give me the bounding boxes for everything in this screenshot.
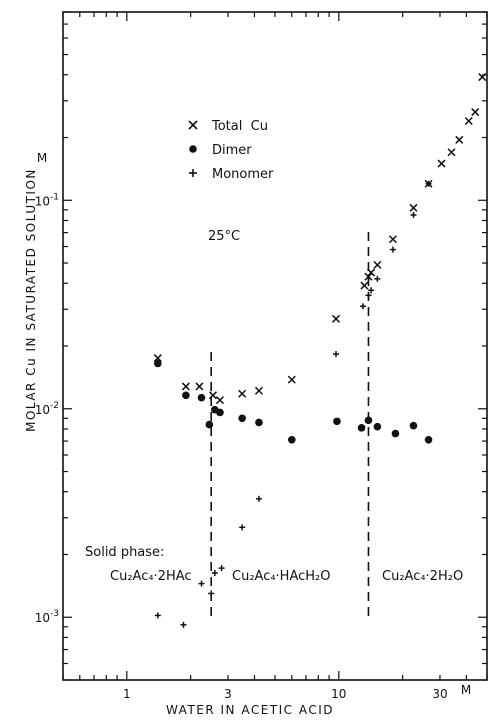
point-monomer — [359, 303, 366, 310]
point-total-cu — [195, 382, 204, 391]
legend-marker-dimer — [189, 145, 197, 153]
point-total-cu — [455, 135, 464, 144]
phase-title: Solid phase: — [85, 545, 164, 560]
phase-boundaries — [210, 232, 370, 622]
point-dimer — [182, 391, 190, 400]
y-tick-label: 10-2 — [35, 401, 59, 417]
point-monomer — [154, 612, 161, 619]
point-dimer — [364, 416, 373, 425]
y-tick-label: 10-3 — [35, 609, 59, 625]
phase-label-3: Cu₂Ac₄·2H₂O — [382, 569, 463, 584]
point-total-cu — [367, 268, 376, 277]
point-dimer — [333, 417, 341, 426]
point-total-cu — [360, 281, 369, 290]
plot-area: 1 3 10 30 10-3 10-2 10-1 — [35, 11, 488, 701]
axis-ticks: 1 3 10 30 10-3 10-2 10-1 — [35, 11, 488, 701]
phase-label-2: Cu₂Ac₄·HAcH₂O — [232, 569, 331, 584]
legend-label-monomer: Monomer — [212, 167, 274, 182]
point-dimer — [287, 435, 296, 444]
phase-label-1: Cu₂Ac₄·2HAc — [110, 569, 192, 584]
point-dimer — [424, 435, 433, 444]
x-tick-label: 1 — [123, 687, 131, 701]
point-monomer — [410, 211, 417, 218]
legend: Total Cu Dimer Monomer — [188, 119, 274, 182]
x-axis-label: WATER IN ACETIC ACID — [166, 703, 334, 717]
point-monomer — [255, 495, 262, 502]
data-marks — [153, 73, 487, 628]
y-unit-label: M — [37, 151, 47, 165]
point-dimer — [373, 422, 382, 431]
point-total-cu — [331, 314, 341, 323]
point-dimer — [205, 420, 214, 429]
legend-label-dimer: Dimer — [212, 143, 252, 158]
x-unit-label: M — [461, 683, 471, 697]
y-axis-label: MOLAR Cu IN SATURATED SOLUTION — [24, 168, 38, 432]
point-dimer — [238, 414, 246, 423]
point-total-cu — [373, 260, 382, 269]
point-total-cu — [388, 235, 397, 244]
legend-label-total: Total Cu — [211, 119, 268, 134]
point-monomer — [208, 590, 215, 597]
point-total-cu — [471, 108, 480, 117]
point-total-cu — [464, 116, 473, 126]
x-tick-label: 3 — [224, 687, 232, 701]
point-total-cu — [208, 391, 218, 400]
point-total-cu — [478, 73, 487, 82]
point-monomer — [365, 292, 372, 299]
point-monomer — [211, 570, 218, 577]
point-dimer — [255, 418, 263, 427]
y-tick-label: 10-1 — [35, 192, 59, 208]
point-dimer — [409, 421, 418, 430]
point-monomer — [333, 351, 340, 358]
point-monomer — [368, 287, 375, 294]
point-monomer — [389, 246, 396, 253]
temperature-label: 25°C — [208, 229, 240, 244]
point-monomer — [198, 580, 205, 587]
point-total-cu — [364, 272, 373, 281]
point-total-cu — [181, 382, 190, 391]
point-dimer — [197, 393, 206, 402]
x-tick-label: 10 — [331, 687, 346, 701]
legend-marker-monomer — [189, 169, 197, 177]
point-monomer — [425, 180, 432, 187]
point-total-cu — [287, 375, 296, 384]
point-monomer — [239, 524, 246, 531]
point-total-cu — [254, 386, 263, 395]
point-monomer — [374, 275, 381, 282]
point-monomer — [218, 565, 225, 572]
point-dimer — [153, 359, 162, 368]
point-dimer — [357, 424, 366, 432]
point-total-cu — [409, 203, 418, 212]
point-total-cu — [215, 396, 224, 405]
point-dimer — [391, 429, 400, 438]
x-tick-label: 30 — [432, 687, 447, 701]
point-total-cu — [238, 389, 247, 398]
point-monomer — [180, 621, 187, 628]
legend-marker-total — [188, 120, 198, 130]
point-total-cu — [447, 148, 456, 157]
point-total-cu — [437, 159, 446, 168]
point-dimer — [216, 408, 224, 417]
